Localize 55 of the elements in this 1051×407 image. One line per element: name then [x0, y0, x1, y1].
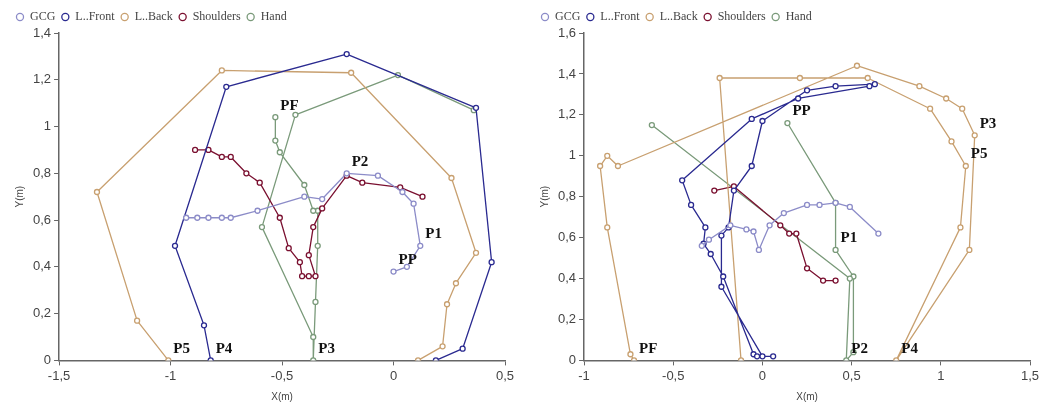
y-tick-label: 0,6 — [557, 229, 577, 245]
legend-label: Hand — [785, 9, 812, 24]
x-tick-label: 0,5 — [495, 367, 515, 383]
y-tick-label: 0,6 — [32, 211, 52, 227]
legend-label: L..Back — [659, 9, 698, 24]
legend-label: GCG — [555, 9, 581, 24]
annotation: P2 — [351, 152, 369, 169]
annotation: P5 — [173, 339, 190, 356]
annotation: PF — [639, 339, 658, 356]
y-tick-label: 0,8 — [557, 188, 577, 204]
legend-label: L..Front — [600, 9, 641, 24]
annotation: PP — [792, 102, 811, 119]
x-tick-label: 0,5 — [842, 367, 861, 383]
x-tick-label: -0,5 — [270, 367, 294, 383]
legend-label: GCG — [30, 9, 56, 24]
annotation: P3 — [318, 339, 335, 356]
y-tick-label: 0,4 — [557, 270, 577, 286]
y-tick-label: 0,8 — [32, 164, 52, 180]
y-tick-label: 1,2 — [32, 71, 52, 87]
y-tick-label: 0,2 — [32, 305, 52, 321]
x-tick-label: -1,5 — [47, 367, 71, 383]
y-tick-label: 1 — [43, 118, 52, 134]
x-tick-label: 0 — [758, 367, 767, 383]
y-tick-label: 0,4 — [32, 258, 52, 274]
y-axis-title: Y(m) — [13, 185, 25, 208]
y-axis-title: Y(m) — [538, 185, 550, 208]
annotation: P1 — [840, 229, 858, 246]
y-tick-label: 1,2 — [557, 106, 577, 122]
annotation: P5 — [970, 145, 988, 162]
x-tick-label: -0,5 — [662, 367, 685, 383]
annotation: P4 — [215, 339, 233, 356]
annotation: PF — [280, 96, 299, 113]
y-tick-label: 1,4 — [557, 65, 577, 81]
x-tick-label: 0 — [389, 367, 398, 383]
y-tick-label: 0,2 — [557, 311, 577, 327]
annotation: P3 — [979, 114, 997, 131]
x-tick-label: -1 — [164, 367, 177, 383]
y-tick-label: 0 — [43, 351, 52, 367]
y-tick-label: 0 — [568, 351, 577, 367]
legend-label: Shoulders — [717, 9, 766, 24]
y-tick-label: 1,4 — [32, 24, 52, 40]
y-tick-label: 1 — [568, 147, 577, 163]
x-tick-label: -1 — [578, 367, 590, 383]
annotation: P1 — [425, 225, 442, 242]
x-axis-title: X(m) — [271, 390, 293, 402]
y-tick-label: 1,6 — [557, 24, 577, 40]
legend-label: L..Back — [134, 9, 173, 24]
annotation: P2 — [851, 339, 868, 356]
legend-label: Shoulders — [192, 9, 241, 24]
x-tick-label: 1,5 — [1020, 367, 1040, 383]
annotation: P4 — [901, 339, 919, 356]
legend-label: L..Front — [75, 9, 116, 24]
x-tick-label: 1 — [937, 367, 945, 383]
x-axis-title: X(m) — [796, 390, 818, 402]
legend-label: Hand — [260, 9, 287, 24]
